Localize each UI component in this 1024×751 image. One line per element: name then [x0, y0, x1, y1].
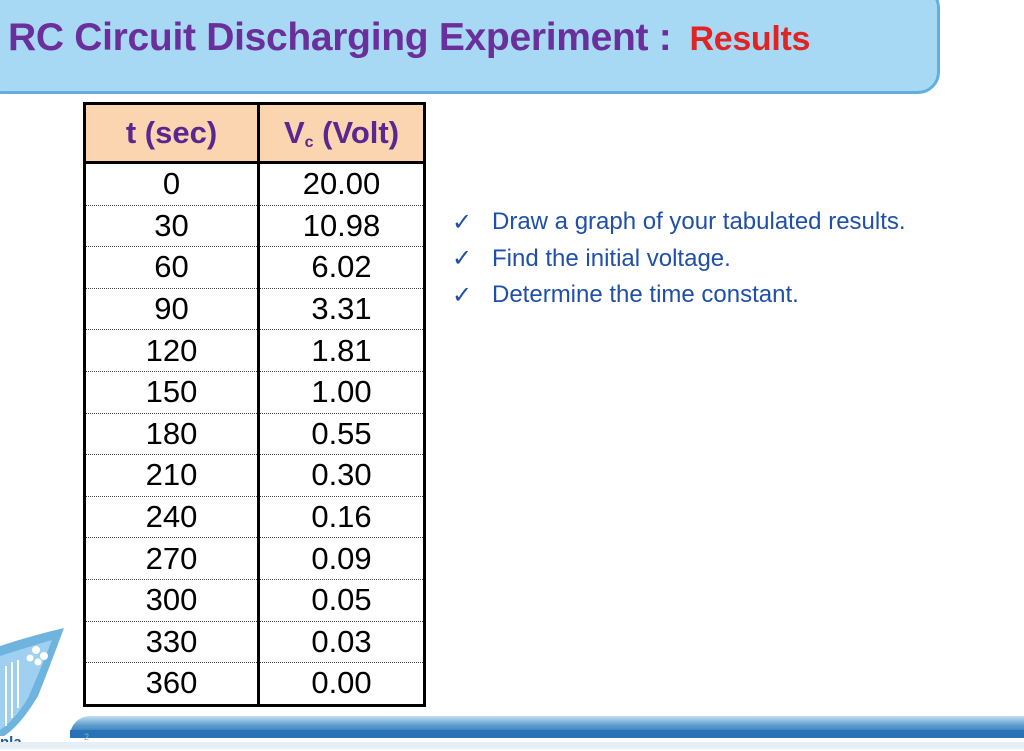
- cell-voltage: 0.05: [257, 579, 426, 622]
- instruction-item: ✓ Draw a graph of your tabulated results.: [452, 204, 906, 241]
- table-header-row: t (sec) Vc (Volt): [83, 102, 426, 164]
- cell-time: 240: [83, 496, 260, 539]
- table-row: 180 0.55: [83, 413, 426, 456]
- cell-voltage: 0.09: [257, 537, 426, 580]
- cell-time: 0: [83, 162, 260, 206]
- cell-time: 210: [83, 454, 260, 497]
- title-banner: [0, 0, 940, 94]
- instruction-item: ✓ Determine the time constant.: [452, 277, 906, 314]
- footer-band-dark: [70, 730, 1024, 738]
- cell-voltage: 6.02: [257, 246, 426, 289]
- cell-time: 360: [83, 662, 260, 706]
- cell-voltage: 20.00: [257, 162, 426, 206]
- table-row: 270 0.09: [83, 537, 426, 580]
- instruction-text: Determine the time constant.: [492, 281, 799, 309]
- cell-voltage: 0.30: [257, 454, 426, 497]
- page-number: 2: [84, 732, 90, 742]
- table-row: 300 0.05: [83, 579, 426, 622]
- results-table: t (sec) Vc (Volt) 0 20.00 30 10.98 60 6.02 …: [83, 102, 426, 707]
- table-row: 360 0.00: [83, 662, 426, 706]
- footer-line: [0, 742, 1024, 749]
- checkmark-icon: ✓: [452, 245, 473, 273]
- cell-voltage: 0.16: [257, 496, 426, 539]
- table-row: 240 0.16: [83, 496, 426, 539]
- title-text: RC Circuit Discharging Experiment :: [8, 16, 672, 59]
- cell-time: 330: [83, 621, 260, 664]
- instruction-item: ✓ Find the initial voltage.: [452, 241, 906, 278]
- table-row: 90 3.31: [83, 288, 426, 331]
- cell-voltage: 10.98: [257, 205, 426, 248]
- cell-voltage: 0.00: [257, 662, 426, 706]
- checkmark-icon: ✓: [452, 281, 473, 309]
- column-header-voltage: Vc (Volt): [257, 102, 426, 164]
- table-row: 0 20.00: [83, 162, 426, 206]
- column-header-time: t (sec): [83, 102, 260, 164]
- table-row: 60 6.02: [83, 246, 426, 289]
- cell-time: 90: [83, 288, 260, 331]
- table-row: 150 1.00: [83, 371, 426, 414]
- cell-time: 270: [83, 537, 260, 580]
- instruction-list: ✓ Draw a graph of your tabulated results.…: [452, 204, 906, 314]
- page-title: RC Circuit Discharging Experiment : Resul…: [8, 16, 810, 60]
- cell-voltage: 1.00: [257, 371, 426, 414]
- table-row: 330 0.03: [83, 621, 426, 664]
- cell-time: 180: [83, 413, 260, 456]
- instruction-text: Find the initial voltage.: [492, 244, 731, 272]
- cell-time: 30: [83, 205, 260, 248]
- cell-voltage: 1.81: [257, 329, 426, 372]
- cell-time: 60: [83, 246, 260, 289]
- table-row: 120 1.81: [83, 329, 426, 372]
- cell-voltage: 0.03: [257, 621, 426, 664]
- table-row: 30 10.98: [83, 205, 426, 248]
- title-subtitle: Results: [689, 20, 811, 58]
- cell-time: 120: [83, 329, 260, 372]
- cell-voltage: 3.31: [257, 288, 426, 331]
- instruction-text: Draw a graph of your tabulated results.: [492, 208, 906, 236]
- university-logo-icon: [0, 628, 64, 736]
- cell-time: 300: [83, 579, 260, 622]
- checkmark-icon: ✓: [452, 208, 473, 236]
- table-row: 210 0.30: [83, 454, 426, 497]
- cell-voltage: 0.55: [257, 413, 426, 456]
- cell-time: 150: [83, 371, 260, 414]
